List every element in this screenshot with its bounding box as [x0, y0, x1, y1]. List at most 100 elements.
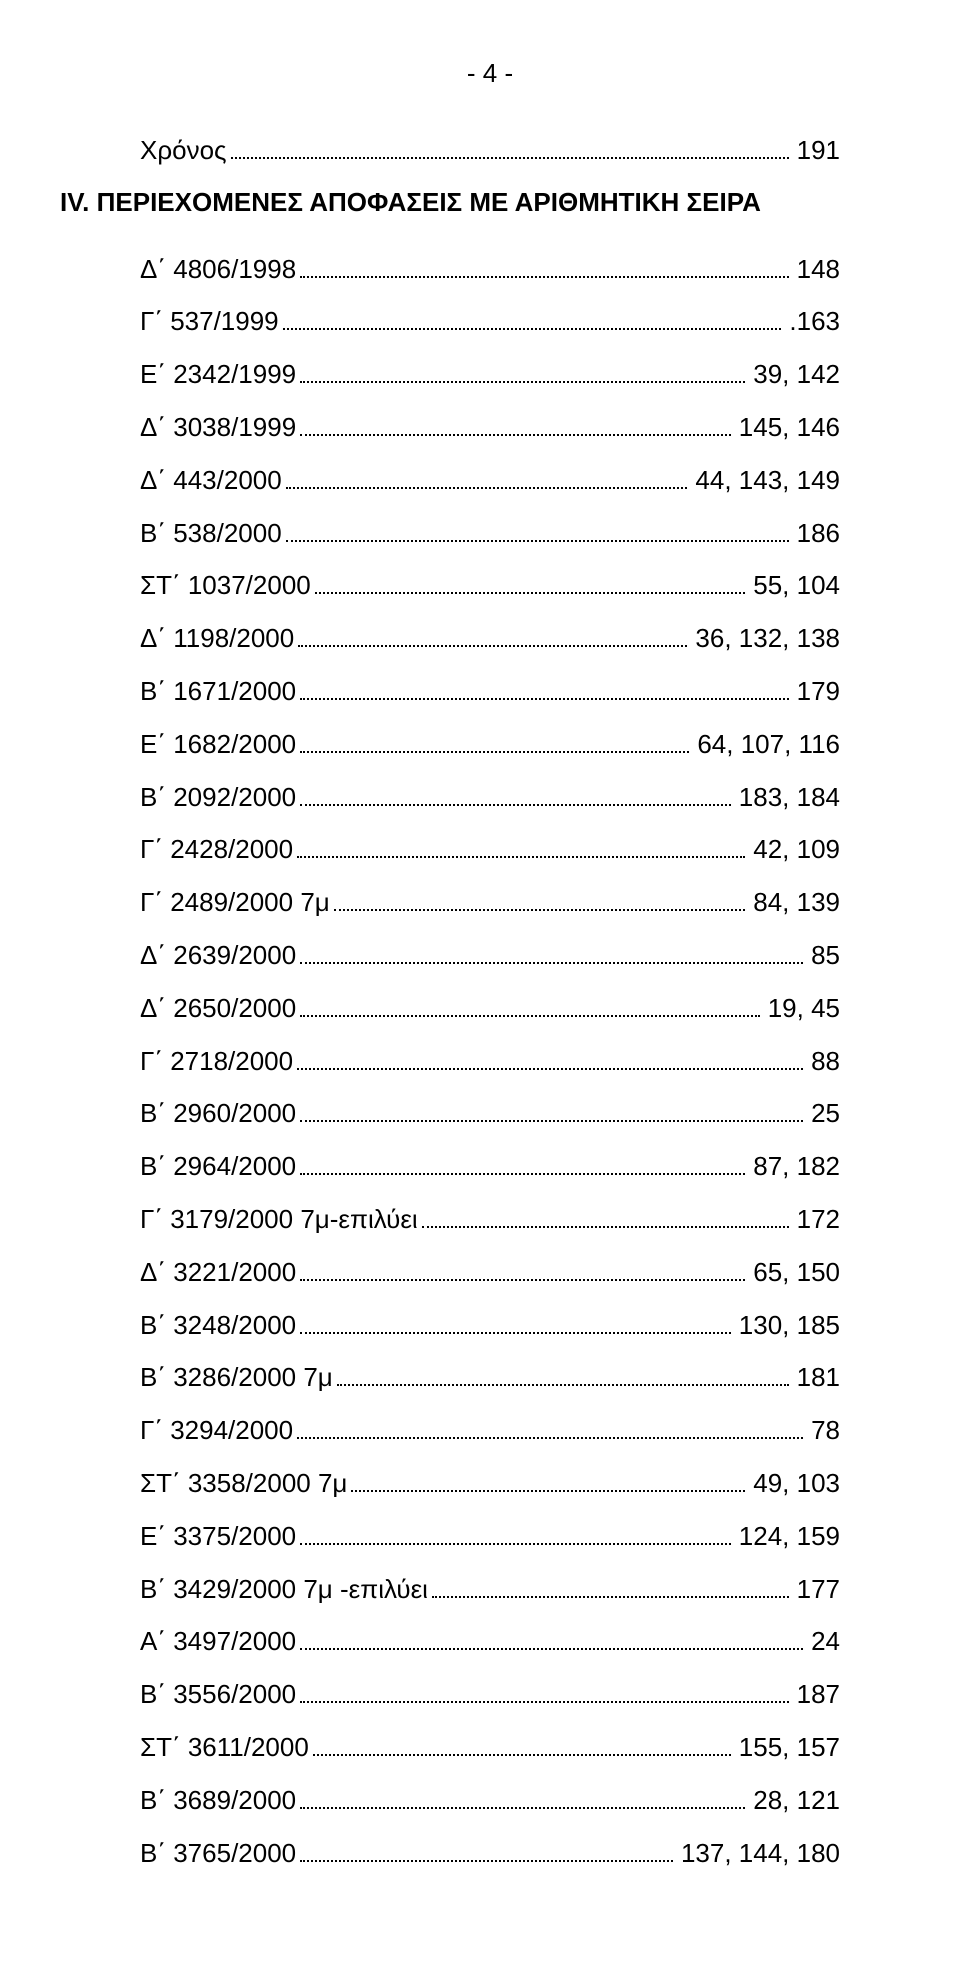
toc-line: Γ΄ 3179/2000 7μ-επιλύει172 — [140, 1205, 840, 1234]
toc-value: 84, 139 — [749, 889, 840, 915]
toc-label: Β΄ 1671/2000 — [140, 678, 296, 704]
toc-line: Γ΄ 2428/200042, 109 — [140, 836, 840, 865]
toc-value: 130, 185 — [735, 1312, 840, 1338]
toc-line: ΣΤ΄ 3611/2000 155, 157 — [140, 1733, 840, 1762]
toc-line: Δ΄ 4806/1998 148 — [140, 255, 840, 284]
toc-label: Δ΄ 2639/2000 — [140, 942, 296, 968]
toc-value: 55, 104 — [749, 572, 840, 598]
dot-leader — [300, 1100, 803, 1123]
toc-label: ΣΤ΄ 3358/2000 7μ — [140, 1470, 347, 1496]
toc-value: 78 — [807, 1417, 840, 1443]
dot-leader — [300, 360, 745, 383]
dot-leader — [283, 308, 782, 331]
toc-label: Χρόνος — [140, 137, 227, 163]
toc-value: 148 — [793, 256, 840, 282]
toc-line: Β΄ 2960/200025 — [140, 1100, 840, 1129]
toc-value: 124, 159 — [735, 1523, 840, 1549]
toc-line: Ε΄ 1682/200064, 107, 116 — [140, 730, 840, 759]
toc-value: 145, 146 — [735, 414, 840, 440]
toc-line: Β΄ 3765/2000 137, 144, 180 — [140, 1839, 840, 1868]
toc-line: Δ΄ 3221/200065, 150 — [140, 1258, 840, 1287]
toc-line: Α΄ 3497/200024 — [140, 1628, 840, 1657]
toc-label: Β΄ 3556/2000 — [140, 1681, 296, 1707]
dot-leader — [298, 624, 687, 647]
dot-leader — [300, 255, 788, 278]
toc-value: 88 — [807, 1048, 840, 1074]
dot-leader — [300, 730, 689, 753]
toc-label: Β΄ 3765/2000 — [140, 1840, 296, 1866]
toc-label: Δ΄ 443/2000 — [140, 467, 282, 493]
dot-leader — [432, 1575, 789, 1598]
toc-value: 36, 132, 138 — [691, 625, 840, 651]
dot-leader — [351, 1469, 745, 1492]
toc-label: Δ΄ 1198/2000 — [140, 625, 294, 651]
toc-line: ΣΤ΄ 3358/2000 7μ49, 103 — [140, 1469, 840, 1498]
toc-label: Δ΄ 2650/2000 — [140, 995, 296, 1021]
toc-line: Γ΄ 2489/2000 7μ 84, 139 — [140, 888, 840, 917]
toc-label: Γ΄ 2489/2000 7μ — [140, 889, 330, 915]
toc-line: Β΄ 3286/2000 7μ181 — [140, 1364, 840, 1393]
toc-line: Β΄ 3556/2000 187 — [140, 1680, 840, 1709]
toc-line: Β΄ 2964/200087, 182 — [140, 1152, 840, 1181]
dot-leader — [286, 519, 789, 542]
dot-leader — [315, 572, 746, 595]
toc-line: Β΄ 3689/2000 28, 121 — [140, 1786, 840, 1815]
toc-label: Δ΄ 4806/1998 — [140, 256, 296, 282]
toc-label: Δ΄ 3221/2000 — [140, 1259, 296, 1285]
dot-leader — [300, 994, 760, 1017]
entries-list: Δ΄ 4806/1998 148 Γ΄ 537/1999 .163 Ε΄ 2342/19… — [140, 255, 840, 1868]
document-page: - 4 - Χρόνος 191 IV. ΠΕΡΙΕΧΟΜΕΝΕΣ ΑΠΟΦΑΣ… — [0, 0, 960, 1988]
toc-line: Β΄ 538/2000186 — [140, 519, 840, 548]
toc-label: Β΄ 2092/2000 — [140, 784, 296, 810]
toc-value: 85 — [807, 942, 840, 968]
toc-value: 87, 182 — [749, 1153, 840, 1179]
dot-leader — [334, 888, 745, 911]
dot-leader — [422, 1205, 789, 1228]
toc-value: 187 — [793, 1681, 840, 1707]
toc-value: 179 — [793, 678, 840, 704]
toc-label: ΣΤ΄ 3611/2000 — [140, 1734, 309, 1760]
toc-value: 24 — [807, 1628, 840, 1654]
dot-leader — [300, 1839, 673, 1862]
toc-value: 39, 142 — [749, 361, 840, 387]
toc-label: Γ΄ 2718/2000 — [140, 1048, 293, 1074]
toc-line: Ε΄ 3375/2000 124, 159 — [140, 1522, 840, 1551]
toc-label: Ε΄ 3375/2000 — [140, 1523, 296, 1549]
toc-line: Β΄ 3429/2000 7μ -επιλύει177 — [140, 1575, 840, 1604]
dot-leader — [297, 1047, 803, 1070]
dot-leader — [300, 783, 731, 806]
toc-line: Β΄ 2092/2000183, 184 — [140, 783, 840, 812]
toc-value: 44, 143, 149 — [691, 467, 840, 493]
toc-line-chronos: Χρόνος 191 — [140, 136, 840, 165]
toc-label: Γ΄ 2428/2000 — [140, 836, 293, 862]
dot-leader — [300, 1628, 803, 1651]
dot-leader — [300, 1258, 745, 1281]
toc-label: Β΄ 3429/2000 7μ -επιλύει — [140, 1576, 428, 1602]
toc-line: Δ΄ 443/2000 44, 143, 149 — [140, 466, 840, 495]
toc-line: Δ΄ 1198/2000 36, 132, 138 — [140, 624, 840, 653]
dot-leader — [300, 1786, 745, 1809]
dot-leader — [231, 136, 789, 159]
toc-line: Γ΄ 3294/200078 — [140, 1416, 840, 1445]
toc-value: 28, 121 — [749, 1787, 840, 1813]
toc-label: ΣΤ΄ 1037/2000 — [140, 572, 311, 598]
toc-line: Δ΄ 2639/2000 85 — [140, 941, 840, 970]
toc-label: Β΄ 538/2000 — [140, 520, 282, 546]
toc-value: 155, 157 — [735, 1734, 840, 1760]
toc-value: 19, 45 — [764, 995, 840, 1021]
toc-label: Δ΄ 3038/1999 — [140, 414, 296, 440]
toc-line: Ε΄ 2342/199939, 142 — [140, 360, 840, 389]
toc-value: 191 — [793, 137, 840, 163]
toc-line: Γ΄ 537/1999 .163 — [140, 308, 840, 337]
toc-label: Γ΄ 537/1999 — [140, 308, 279, 334]
toc-line: Β΄ 1671/2000 179 — [140, 677, 840, 706]
toc-label: Β΄ 3286/2000 7μ — [140, 1364, 333, 1390]
toc-value: .163 — [785, 308, 840, 334]
dot-leader — [300, 1680, 788, 1703]
toc-label: Β΄ 3689/2000 — [140, 1787, 296, 1813]
dot-leader — [286, 466, 688, 489]
toc-value: 25 — [807, 1100, 840, 1126]
page-number: - 4 - — [140, 60, 840, 86]
toc-value: 172 — [793, 1206, 840, 1232]
toc-value: 137, 144, 180 — [677, 1840, 840, 1866]
